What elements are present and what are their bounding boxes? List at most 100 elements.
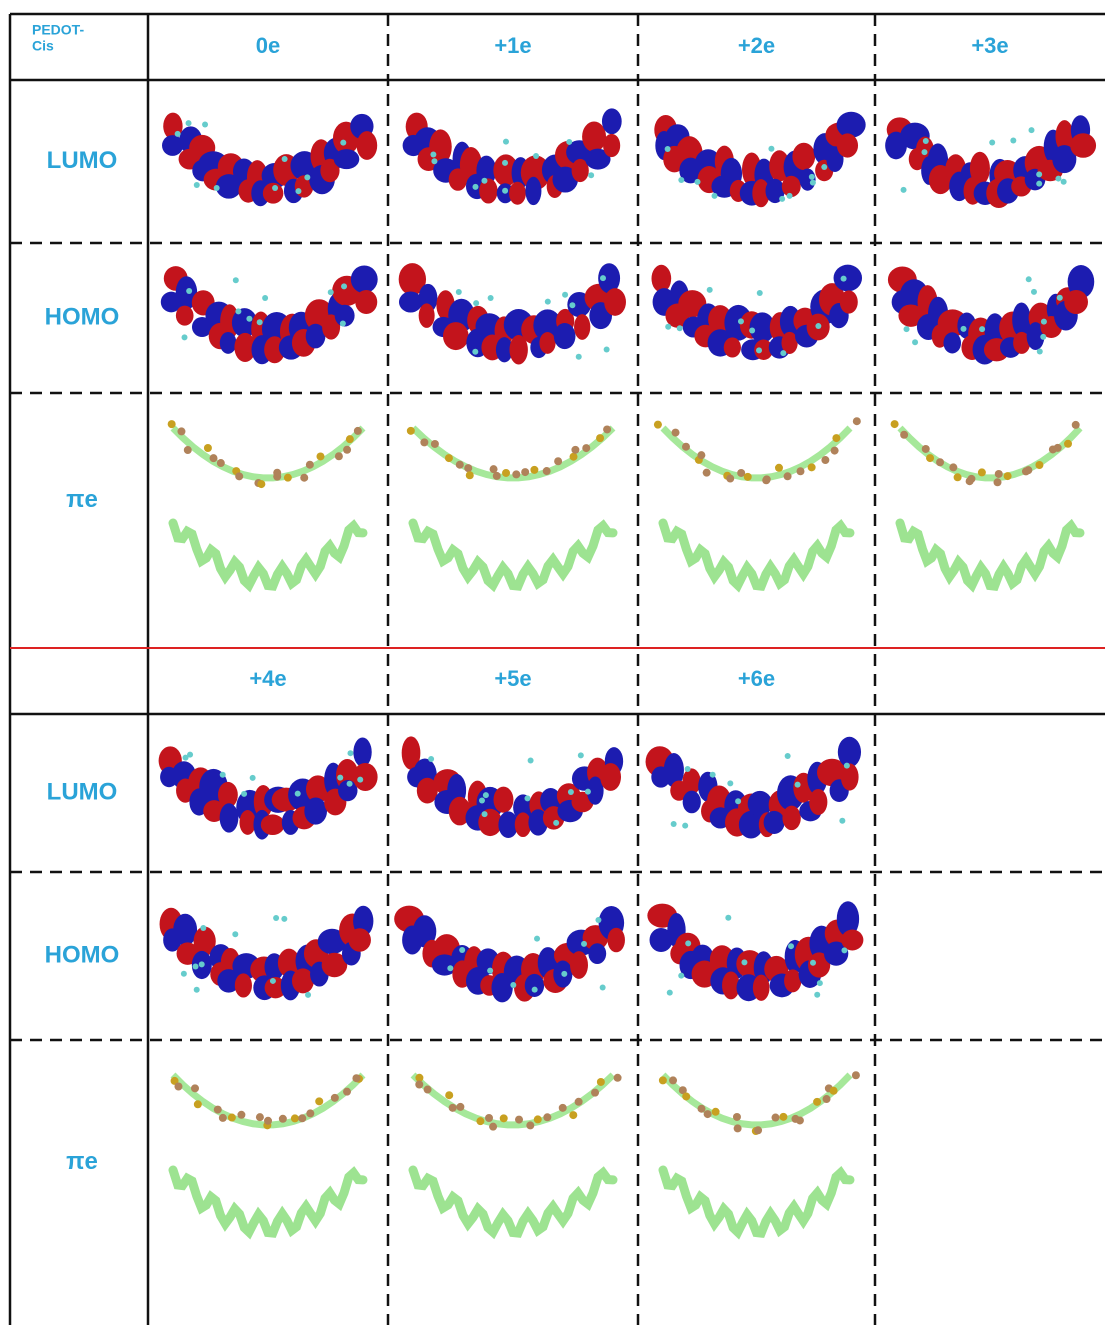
atom <box>756 347 762 353</box>
atom <box>483 792 489 798</box>
atom <box>502 469 510 477</box>
column-header: +4e <box>249 666 286 691</box>
atom <box>734 1124 742 1132</box>
pi-electron-image <box>659 1071 860 1233</box>
atom <box>246 316 252 322</box>
atom <box>528 758 534 764</box>
atom <box>456 289 462 295</box>
atom <box>210 454 218 462</box>
orbital-lobe <box>792 143 815 170</box>
atom <box>331 1094 339 1102</box>
orbital-image <box>394 906 625 1003</box>
atom <box>754 1126 762 1134</box>
atom <box>671 821 677 827</box>
atom <box>305 992 311 998</box>
atom <box>725 915 731 921</box>
atom <box>1064 440 1072 448</box>
orbital-image <box>159 738 378 840</box>
atom <box>1072 421 1080 429</box>
atom <box>757 290 763 296</box>
atom <box>830 1087 838 1095</box>
atom <box>256 1113 264 1121</box>
orbital-lobe <box>554 323 576 349</box>
atom <box>466 471 474 479</box>
pi-electron-image <box>168 420 363 586</box>
atom <box>569 1111 577 1119</box>
atom <box>921 149 927 155</box>
atom <box>1054 444 1062 452</box>
atom <box>562 292 568 298</box>
atom <box>503 139 509 145</box>
atom <box>449 1104 457 1112</box>
atom <box>473 300 479 306</box>
pi-density <box>663 1170 850 1233</box>
atom <box>543 1113 551 1121</box>
pi-electron-image <box>891 420 1080 586</box>
atom <box>614 1074 622 1082</box>
atom <box>214 185 220 191</box>
atom <box>407 427 415 435</box>
atom <box>603 425 611 433</box>
column-header: 0e <box>256 33 280 58</box>
atom <box>682 1092 690 1100</box>
atom <box>464 464 472 472</box>
atom <box>726 475 734 483</box>
orbital-lobe <box>600 763 621 791</box>
atom <box>182 334 188 340</box>
atom <box>235 472 243 480</box>
atom <box>768 146 774 152</box>
atom <box>217 459 225 467</box>
orbital-lobe <box>1070 133 1096 158</box>
atom <box>545 299 551 305</box>
atom <box>596 434 604 442</box>
orbital-lobe <box>570 951 588 979</box>
atom <box>685 940 691 946</box>
atom <box>295 791 301 797</box>
atom <box>809 174 815 180</box>
orbital-lobe <box>240 810 256 835</box>
atom <box>428 756 434 762</box>
atom <box>559 1104 567 1112</box>
atom <box>328 289 334 295</box>
atom <box>733 1113 741 1121</box>
atom <box>775 464 783 472</box>
atom <box>447 965 453 971</box>
atom <box>281 916 287 922</box>
atom <box>1036 181 1042 187</box>
atom <box>841 276 847 282</box>
atom <box>604 346 610 352</box>
atom <box>490 465 498 473</box>
atom <box>553 820 559 826</box>
orbital-lobe <box>399 291 422 312</box>
pi-density <box>173 1170 363 1233</box>
atom <box>346 435 354 443</box>
atom <box>479 798 485 804</box>
atom <box>530 466 538 474</box>
orbital-lobe <box>353 763 378 791</box>
atom <box>233 277 239 283</box>
atom <box>264 1117 272 1125</box>
atom <box>270 978 276 984</box>
atom <box>533 153 539 159</box>
atom <box>306 461 314 469</box>
atom <box>184 446 192 454</box>
atom <box>795 782 801 788</box>
atom <box>1061 179 1067 185</box>
orbital-image <box>646 737 861 839</box>
pi-density <box>900 523 1080 586</box>
corner-label: PEDOT-Cis <box>32 21 84 53</box>
atom <box>272 185 278 191</box>
atom <box>735 798 741 804</box>
atom <box>200 925 206 931</box>
atom <box>343 1088 351 1096</box>
atom <box>181 971 187 977</box>
atom <box>832 434 840 442</box>
atom <box>788 943 794 949</box>
pi-density <box>173 523 363 586</box>
atom <box>823 1095 831 1103</box>
atom <box>316 452 324 460</box>
atom <box>978 468 986 476</box>
atom <box>204 444 212 452</box>
table-grid <box>10 14 1105 1325</box>
atom <box>291 1114 299 1122</box>
